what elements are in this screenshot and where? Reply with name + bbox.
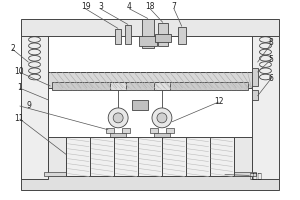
Bar xyxy=(251,30,279,179)
Bar xyxy=(106,128,114,133)
Bar xyxy=(139,36,157,46)
Text: 4: 4 xyxy=(127,2,131,11)
Bar xyxy=(44,171,70,176)
Bar xyxy=(21,176,279,190)
Text: 1: 1 xyxy=(17,83,22,92)
Bar xyxy=(150,128,158,133)
Text: 鋰電池: 鋰電池 xyxy=(250,172,263,179)
Text: 18: 18 xyxy=(145,2,155,11)
Text: 19: 19 xyxy=(81,2,91,11)
Bar xyxy=(154,133,170,137)
Bar xyxy=(49,72,251,88)
Circle shape xyxy=(157,113,167,123)
Text: 2: 2 xyxy=(10,44,15,53)
Bar xyxy=(122,128,130,133)
Bar xyxy=(154,82,170,90)
Bar xyxy=(166,128,174,133)
Text: 9: 9 xyxy=(27,101,32,110)
Bar xyxy=(21,30,49,179)
Text: 6: 6 xyxy=(268,74,273,83)
Bar xyxy=(230,171,256,176)
Bar xyxy=(66,137,234,176)
Bar xyxy=(142,19,154,48)
Bar xyxy=(251,90,257,100)
Text: 11: 11 xyxy=(14,114,24,123)
Bar xyxy=(52,82,247,90)
Text: 7: 7 xyxy=(172,2,176,11)
Bar xyxy=(132,100,148,110)
Bar xyxy=(125,25,131,44)
Bar xyxy=(21,19,279,36)
Bar xyxy=(115,28,121,44)
Circle shape xyxy=(152,108,172,128)
Bar xyxy=(251,68,257,86)
Circle shape xyxy=(113,113,123,123)
Bar xyxy=(178,27,186,44)
Bar xyxy=(49,137,66,176)
Text: 3: 3 xyxy=(98,2,103,11)
Bar xyxy=(110,82,126,90)
Text: 8: 8 xyxy=(268,38,273,47)
Bar xyxy=(234,137,251,176)
Text: 10: 10 xyxy=(14,67,24,76)
Circle shape xyxy=(108,108,128,128)
Bar xyxy=(110,133,126,137)
Text: 12: 12 xyxy=(214,97,224,106)
Bar xyxy=(158,23,168,46)
Bar xyxy=(155,34,171,42)
Text: 5: 5 xyxy=(268,55,273,64)
